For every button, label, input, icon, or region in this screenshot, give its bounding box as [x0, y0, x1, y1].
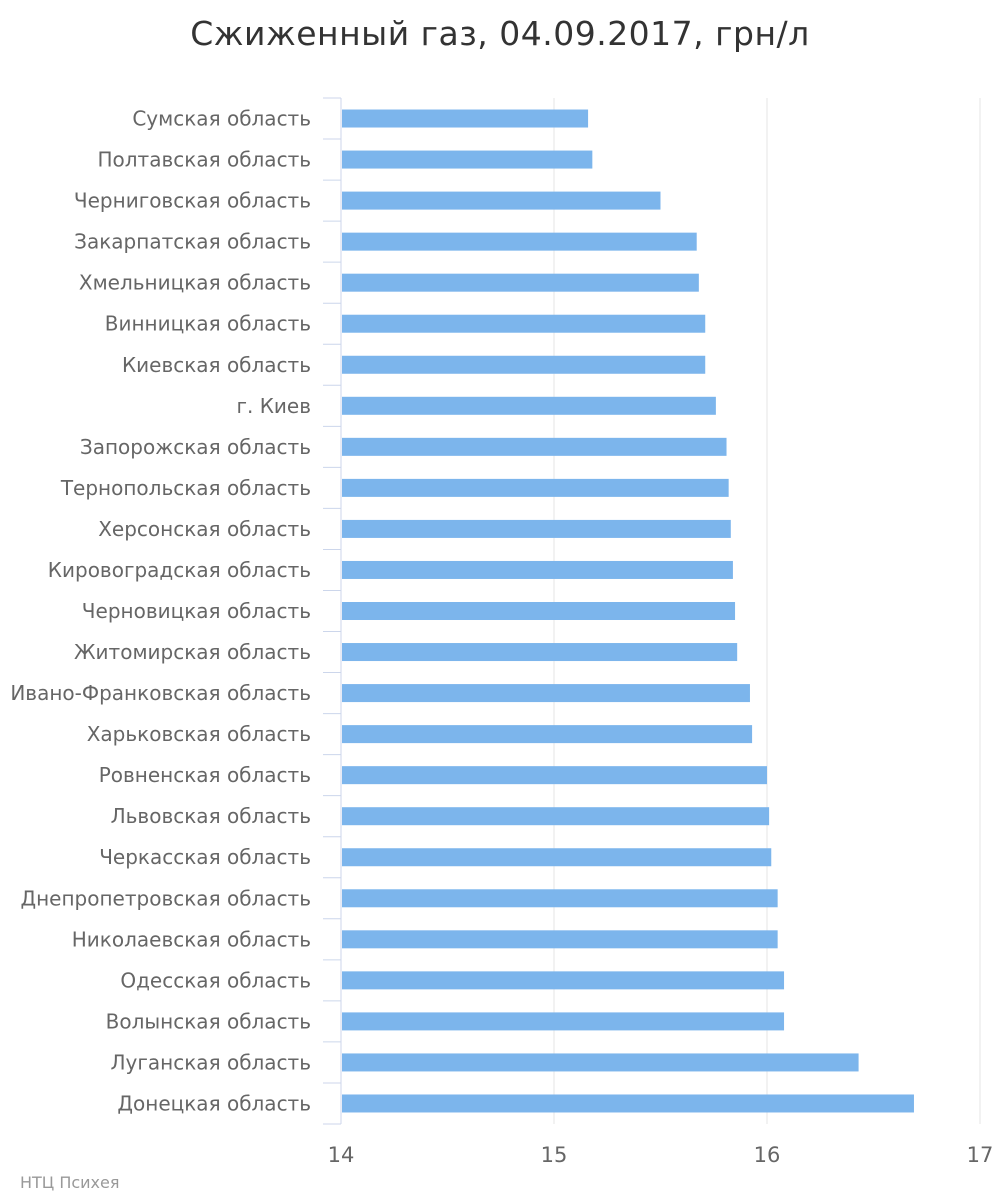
category-labels: Сумская область Полтавская область Черниго… — [10, 107, 311, 1116]
bar — [342, 889, 778, 908]
category-label: Луганская область — [111, 1050, 311, 1074]
bar — [342, 725, 753, 744]
category-axis — [323, 97, 342, 1125]
category-label: Тернопольская область — [60, 476, 311, 500]
x-tick-label: 17 — [967, 1143, 994, 1167]
bar — [342, 643, 738, 662]
bar — [342, 150, 593, 169]
bar — [342, 930, 778, 949]
category-label: Житомирская область — [74, 640, 311, 664]
category-label: Полтавская область — [97, 148, 311, 172]
category-label: Харьковская область — [87, 722, 311, 746]
bar — [342, 519, 731, 538]
category-label: Черкасская область — [99, 845, 311, 869]
bar — [342, 766, 767, 785]
category-label: Кировоградская область — [48, 558, 311, 582]
category-label: Винницкая область — [105, 312, 311, 336]
category-label: Ивано-Франковская область — [10, 681, 311, 705]
bar — [342, 1012, 785, 1031]
bar — [342, 437, 727, 456]
bar — [342, 232, 697, 251]
x-tick-label: 14 — [328, 1143, 355, 1167]
bar — [342, 848, 772, 867]
category-label: Хмельницкая область — [79, 271, 311, 295]
bar — [342, 807, 770, 826]
category-label: Николаевская область — [72, 927, 311, 951]
bar — [342, 602, 736, 620]
bar — [342, 1053, 859, 1072]
bar — [342, 314, 706, 333]
bar — [342, 971, 785, 990]
category-label: Донецкая область — [117, 1091, 311, 1115]
category-label: Запорожская область — [80, 435, 311, 459]
bars — [342, 109, 914, 1113]
bar — [342, 191, 661, 210]
bar — [342, 478, 729, 497]
category-label: г. Киев — [236, 394, 311, 418]
credit-text: НТЦ Психея — [20, 1173, 120, 1192]
bar — [342, 273, 699, 292]
bar — [342, 560, 733, 579]
category-label: Черниговская область — [74, 189, 311, 213]
value-axis-labels: 14 15 16 17 — [328, 1143, 994, 1167]
category-label: Львовская область — [111, 804, 311, 828]
bar — [342, 396, 716, 415]
bar — [342, 355, 706, 374]
bar — [342, 1094, 914, 1113]
category-label: Киевская область — [122, 353, 311, 377]
category-label: Ровненская область — [99, 763, 311, 787]
category-label: Одесская область — [120, 968, 311, 992]
bar — [342, 109, 589, 128]
category-label: Херсонская область — [98, 517, 311, 541]
category-label: Сумская область — [132, 107, 311, 131]
category-label: Днепропетровская область — [20, 886, 311, 910]
chart-title: Сжиженный газ, 04.09.2017, грн/л — [190, 14, 810, 53]
x-tick-label: 15 — [541, 1143, 568, 1167]
category-label: Волынская область — [106, 1009, 311, 1033]
x-tick-label: 16 — [754, 1143, 781, 1167]
category-label: Черновицкая область — [82, 599, 311, 623]
bar — [342, 684, 750, 703]
category-label: Закарпатская область — [74, 230, 311, 254]
